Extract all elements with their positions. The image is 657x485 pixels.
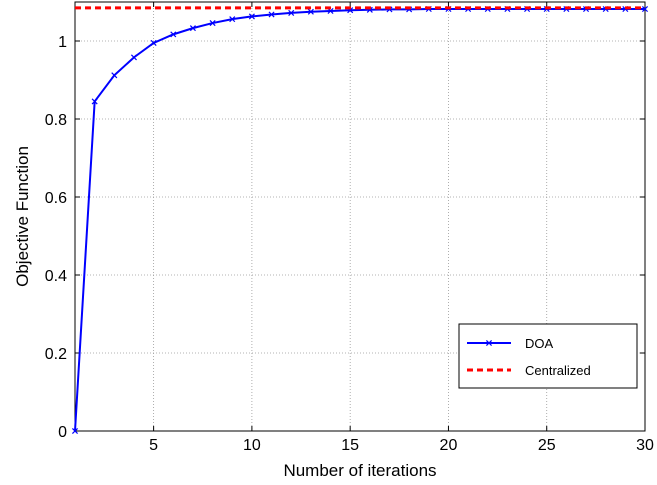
data-point xyxy=(307,8,314,15)
x-tick-label: 30 xyxy=(636,437,654,454)
data-point xyxy=(268,11,275,18)
data-point xyxy=(248,13,255,20)
data-point xyxy=(71,427,79,435)
data-point xyxy=(288,9,295,16)
data-point xyxy=(170,31,177,38)
data-point xyxy=(111,72,118,79)
axis-ticks: 5 10 15 20 25 30 0 0.2 0.4 0.6 0.8 1 xyxy=(45,2,654,454)
x-tick-label: 15 xyxy=(341,437,359,454)
plot-area-frame xyxy=(74,1,646,432)
legend-box xyxy=(458,323,638,389)
x-tick-label: 25 xyxy=(538,437,556,454)
y-tick-label: 0.2 xyxy=(45,346,67,363)
data-point xyxy=(641,5,649,13)
data-point xyxy=(209,20,216,27)
y-tick-label: 0.6 xyxy=(45,190,67,207)
data-point xyxy=(189,25,196,32)
legend-label-doa: DOA xyxy=(525,336,554,351)
legend-label-centralized: Centralized xyxy=(525,363,591,378)
data-point xyxy=(150,39,157,46)
x-tick-label: 5 xyxy=(149,437,158,454)
x-axis-label: Number of iterations xyxy=(283,461,436,480)
y-tick-label: 0 xyxy=(58,424,67,441)
data-point xyxy=(130,54,137,61)
x-tick-label: 10 xyxy=(243,437,261,454)
y-tick-label: 1 xyxy=(58,34,67,51)
x-tick-label: 20 xyxy=(440,437,458,454)
data-point xyxy=(229,16,236,23)
legend-marker-doa xyxy=(485,339,493,347)
y-axis-label: Objective Function xyxy=(13,146,32,287)
y-tick-label: 0.8 xyxy=(45,112,67,129)
legend: DOA Centralized xyxy=(458,323,638,389)
y-tick-label: 0.4 xyxy=(45,268,67,285)
data-point xyxy=(91,98,98,105)
series-group xyxy=(71,5,649,435)
